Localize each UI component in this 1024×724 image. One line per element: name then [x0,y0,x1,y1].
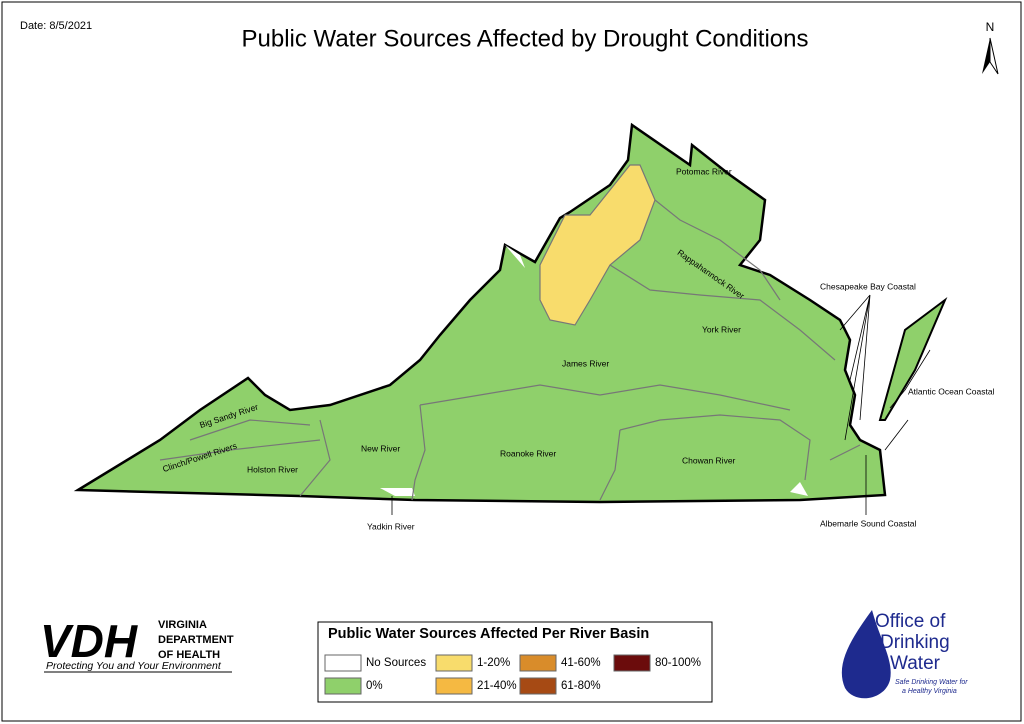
legend-swatch [324,654,362,672]
basin-label: Chowan River [682,455,736,465]
legend-title: Public Water Sources Affected Per River … [328,626,649,642]
basin-label: Albemarle Sound Coastal [820,518,917,528]
legend-swatch [519,654,557,672]
basin-label: York River [702,324,741,334]
legend: Public Water Sources Affected Per River … [317,621,713,703]
odw-name: Water [890,653,941,674]
vdh-name: OF HEALTH [158,649,220,661]
basin-label: New River [361,443,400,453]
legend-label: 1-20% [477,657,510,669]
legend-swatch [324,677,362,695]
date: Date: 8/5/2021 [20,20,92,32]
vdh-name: DEPARTMENT [158,634,234,646]
basin-label: Chesapeake Bay Coastal [820,281,916,291]
legend-label: 41-60% [561,657,601,669]
legend-swatch [435,654,473,672]
legend-swatch [613,654,651,672]
odw-tagline: Safe Drinking Water for [895,679,968,686]
basin-label: Roanoke River [500,448,556,458]
odw-tagline: a Healthy Virginia [902,688,957,695]
vdh-tagline: Protecting You and Your Environment [46,660,222,672]
north-arrow: N [982,20,999,75]
odw-logo: Office of Drinking Water Safe Drinking W… [841,610,968,699]
basin-label: Atlantic Ocean Coastal [908,386,995,396]
odw-name: Office of [875,611,946,632]
legend-swatch [435,677,473,695]
legend-label: 0% [366,680,383,692]
vdh-mark: VDH [40,615,138,667]
legend-label: No Sources [366,657,426,669]
basin-label: James River [562,358,609,368]
title: Public Water Sources Affected by Drought… [242,25,809,52]
odw-name: Drinking [880,632,950,653]
legend-label: 61-80% [561,680,601,692]
vdh-logo: VDH VIRGINIA DEPARTMENT OF HEALTH Protec… [40,615,234,673]
north-label: N [986,20,995,34]
legend-swatch [519,677,557,695]
vdh-name: VIRGINIA [158,619,207,631]
legend-label: 80-100% [655,657,701,669]
basin-label: Yadkin River [367,521,415,531]
legend-label: 21-40% [477,680,517,692]
virginia-map: Potomac River Rappahannock River York Ri… [73,122,995,531]
basin-label: Holston River [247,464,298,474]
basin-label: Potomac River [676,166,732,176]
